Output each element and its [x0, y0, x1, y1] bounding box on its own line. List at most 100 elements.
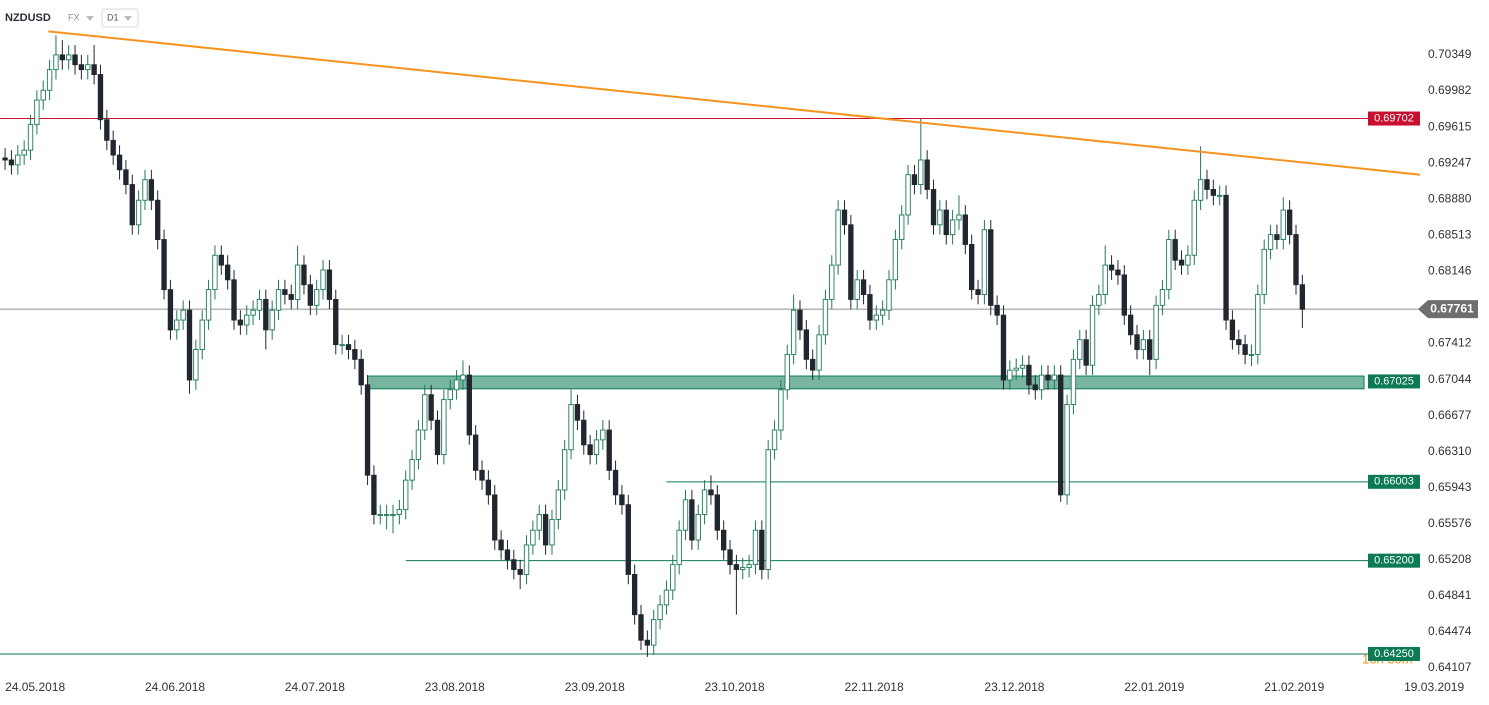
candle-body: [829, 264, 835, 300]
x-tick-label: 24.06.2018: [145, 680, 205, 694]
candle-body: [587, 444, 593, 456]
candle-body: [148, 179, 155, 201]
candle-body: [937, 209, 943, 226]
candle-body: [116, 154, 123, 171]
y-tick-label: 0.69615: [1428, 119, 1472, 133]
candle-body: [930, 188, 937, 226]
candle-body: [733, 564, 740, 570]
market-dropdown-arrow[interactable]: [86, 16, 94, 21]
candle-body: [34, 99, 40, 126]
price-tag-label: 0.69702: [1374, 112, 1414, 124]
x-tick-label: 22.01.2019: [1124, 680, 1184, 694]
candle-body: [403, 479, 409, 511]
candle-body: [294, 264, 301, 300]
price-tag: [1368, 374, 1420, 389]
candle-body: [1299, 284, 1306, 310]
candle-body: [1058, 374, 1064, 496]
candle-body: [59, 54, 65, 61]
candle-body: [377, 514, 383, 516]
candle-body: [949, 219, 956, 236]
candle-body: [619, 494, 625, 506]
candle-body: [333, 298, 339, 346]
y-tick-label: 0.68513: [1428, 227, 1472, 241]
candle-body: [1261, 248, 1267, 295]
candle-body: [689, 499, 695, 541]
candle-body: [314, 289, 320, 306]
candle-body: [66, 54, 72, 61]
candle-body: [651, 619, 657, 646]
candle-body: [530, 529, 536, 546]
candle-body: [104, 119, 110, 141]
symbol[interactable]: NZDUSD: [5, 12, 51, 24]
candle-body: [1115, 269, 1121, 276]
candle-body: [180, 309, 186, 321]
candle-body: [498, 539, 504, 551]
price-tag-label: 0.66003: [1374, 476, 1414, 488]
candle-body: [129, 184, 135, 226]
candle-body: [1153, 304, 1159, 360]
candle-body: [1000, 314, 1007, 381]
candle-body: [790, 309, 797, 355]
candle-body: [72, 54, 78, 66]
candle-body: [682, 499, 689, 531]
y-tick-label: 0.64107: [1428, 660, 1472, 674]
candle-body: [1127, 314, 1134, 336]
candle-body: [663, 589, 670, 606]
y-tick-label: 0.64841: [1428, 588, 1472, 602]
candle-body: [371, 474, 377, 515]
candle-body: [1293, 234, 1299, 286]
candle-body: [568, 404, 574, 451]
candle-body: [612, 469, 619, 496]
candle-body: [1134, 334, 1140, 350]
candle-body: [765, 449, 771, 570]
price-tag: [1368, 474, 1420, 489]
candle-body: [867, 294, 873, 321]
candle-body: [161, 239, 167, 291]
candle-body: [142, 179, 148, 201]
candle-body: [396, 509, 403, 515]
candle-body: [1089, 304, 1096, 366]
candle-body: [1147, 339, 1153, 360]
candle-body: [110, 139, 116, 156]
candle-body: [1007, 369, 1013, 381]
market[interactable]: FX: [68, 12, 80, 22]
candle-body: [1191, 199, 1197, 256]
x-tick-label: 19.03.2019: [1404, 680, 1464, 694]
candle-body: [797, 309, 803, 331]
price-tag: [1368, 553, 1420, 568]
candle-body: [905, 174, 911, 216]
candle-body: [631, 573, 638, 616]
candle-body: [1064, 404, 1070, 496]
candle-body: [606, 429, 612, 471]
candle-body: [21, 149, 27, 156]
candle-body: [841, 209, 848, 226]
candle-body: [517, 569, 523, 575]
candle-body: [886, 279, 892, 311]
candle-body: [822, 298, 829, 336]
candle-body: [231, 279, 237, 321]
candle-body: [358, 358, 364, 386]
candle-body: [186, 309, 193, 381]
candle-body: [364, 384, 371, 476]
candle-body: [212, 254, 218, 291]
y-tick-label: 0.66310: [1428, 444, 1472, 458]
interval-box[interactable]: [101, 8, 139, 28]
candle-body: [8, 159, 15, 166]
candle-body: [123, 169, 129, 185]
candle-body: [1070, 358, 1077, 405]
candle-body: [956, 214, 962, 221]
candle-body: [1051, 374, 1058, 381]
candle-body: [803, 329, 810, 360]
candle-body: [555, 489, 562, 520]
candle-body: [981, 229, 988, 295]
candle-body: [441, 399, 447, 456]
candle-body: [479, 469, 485, 481]
interval-dropdown-arrow[interactable]: [124, 16, 132, 21]
candle-body: [250, 309, 256, 316]
candle-body: [994, 304, 1000, 316]
candle-body: [1286, 209, 1293, 236]
interval[interactable]: D1: [107, 12, 119, 22]
candle-body: [2, 157, 8, 161]
last-price-tag: [1418, 300, 1478, 319]
